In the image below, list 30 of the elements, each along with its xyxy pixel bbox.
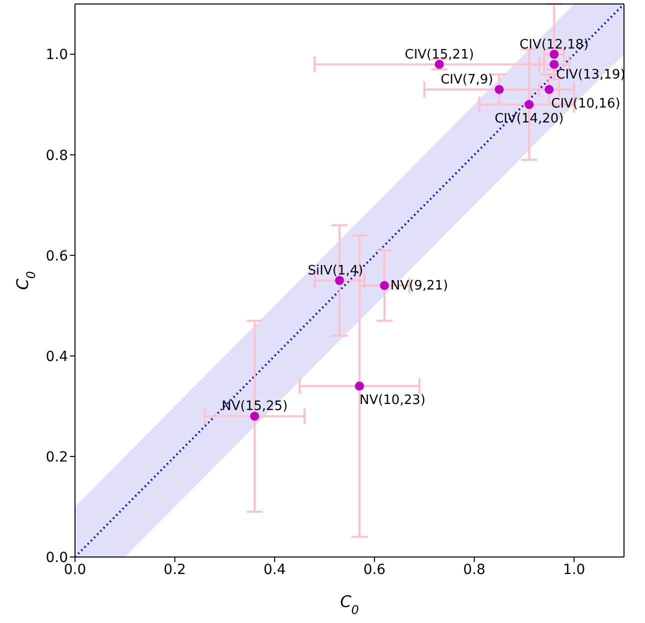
- x-tick-label: 0.8: [463, 562, 486, 578]
- y-tick-label: 0.8: [46, 148, 68, 164]
- point: [250, 412, 260, 421]
- y-tick-label: 0.2: [46, 449, 68, 466]
- x-tick-label: 0.6: [363, 562, 386, 578]
- point: [335, 276, 344, 286]
- annotation: NV(10,23): [359, 393, 426, 408]
- point: [494, 84, 504, 94]
- annotation: SiIV(1,4): [308, 264, 364, 278]
- x-tick-label: 0.0: [64, 562, 86, 578]
- annotation: NV(9,21): [390, 278, 448, 294]
- point: [354, 382, 364, 391]
- point: [550, 60, 559, 69]
- y-tick-label: 1.0: [46, 47, 68, 64]
- y-tick-label: 0.6: [46, 248, 68, 264]
- y-tick-label: 0.4: [46, 348, 68, 365]
- x-tick-label: 1.0: [562, 562, 586, 578]
- x-tick-label: 0.2: [164, 562, 186, 578]
- point: [524, 100, 534, 110]
- point: [380, 281, 389, 290]
- annotation: CIV(13,19): [556, 67, 626, 82]
- annotation: NV(15,25): [222, 399, 288, 414]
- annotation: CIV(12,18): [520, 37, 589, 52]
- annotation: CIV(7,9): [440, 72, 494, 88]
- point: [544, 84, 554, 94]
- annotation: CIV(10,16): [551, 96, 620, 112]
- annotation: CIV(15,21): [404, 47, 474, 62]
- annotation: CIV(14,20): [494, 112, 564, 127]
- x-tick-label: 0.4: [264, 562, 286, 578]
- x-axis-title: C$_{0}$: [340, 592, 360, 617]
